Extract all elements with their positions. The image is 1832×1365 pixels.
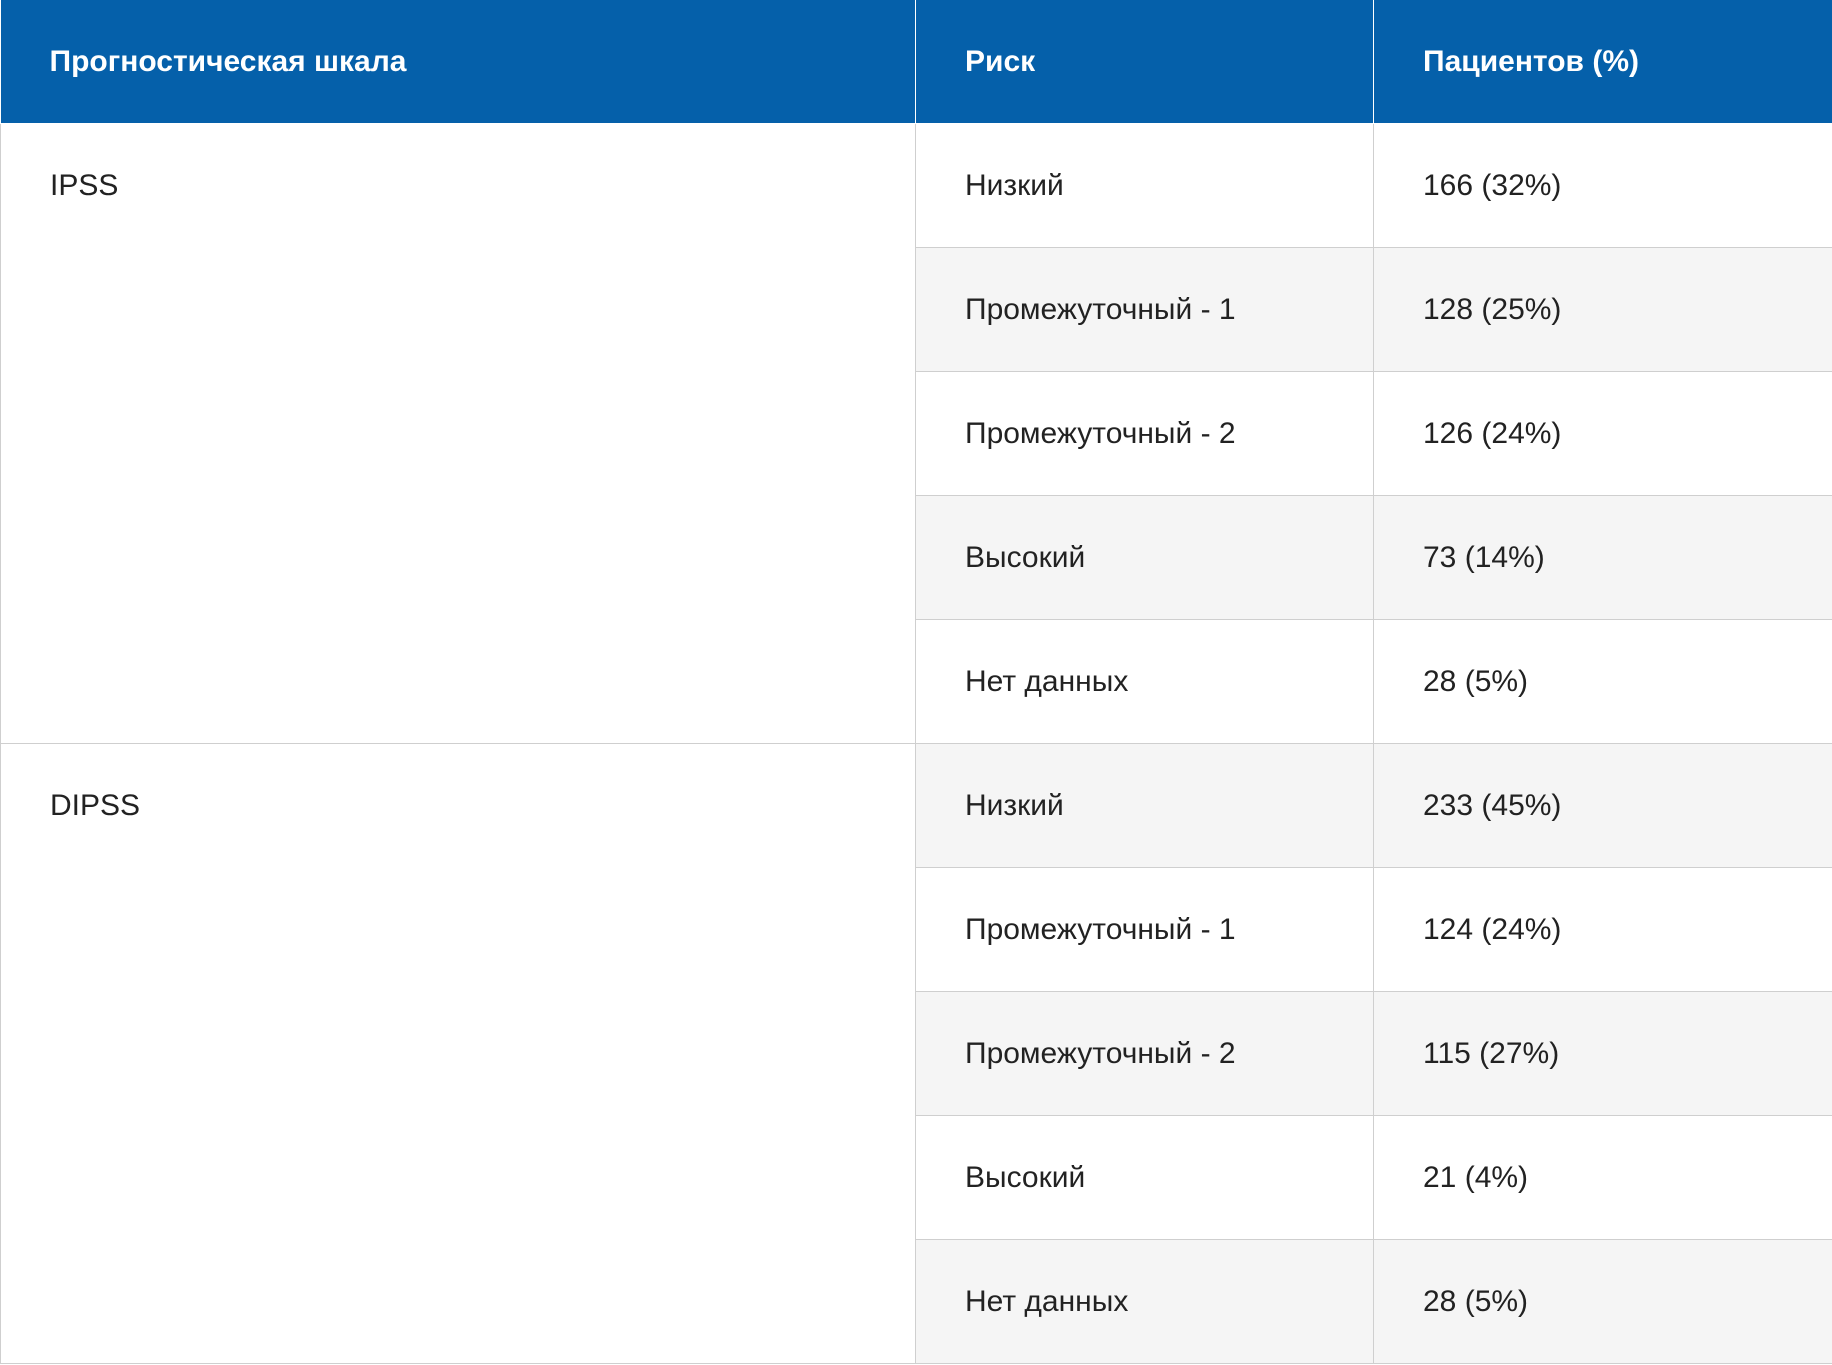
scale-cell: IPSS (0, 123, 916, 744)
scale-cell: DIPSS (0, 743, 916, 1364)
patients-cell: 124 (24%) (1373, 867, 1832, 992)
risk-cell: Нет данных (915, 619, 1374, 744)
risk-cell: Высокий (915, 495, 1374, 620)
table-row: Нет данных 28 (5%) (1, 1239, 1832, 1364)
risk-cell: Низкий (915, 743, 1374, 868)
table-body: IPSS Низкий 166 (32%) Промежуточный - 1 128 … (0, 123, 1832, 1364)
table-row: Промежуточный - 1 124 (24%) (1, 867, 1832, 992)
risk-cell: Высокий (915, 1115, 1374, 1240)
table-row: IPSS Низкий 166 (32%) (0, 123, 1832, 744)
risk-cell: Промежуточный - 1 (915, 867, 1374, 992)
patients-cell: 73 (14%) (1373, 495, 1832, 620)
patients-cell: 21 (4%) (1373, 1115, 1832, 1240)
table-row: Промежуточный - 1 128 (25%) (1, 247, 1832, 372)
table-row: Нет данных 28 (5%) (1, 619, 1832, 744)
header-cell: Прогностическая шкала (0, 0, 916, 124)
patients-cell: 233 (45%) (1373, 743, 1832, 868)
header-cell: Риск (915, 0, 1374, 124)
risk-cell: Низкий (915, 123, 1374, 248)
header-cell: Пациентов (%) (1373, 0, 1832, 124)
table-row: Промежуточный - 2 115 (27%) (1, 991, 1832, 1116)
table-row: Промежуточный - 2 126 (24%) (1, 371, 1832, 496)
patients-cell: 128 (25%) (1373, 247, 1832, 372)
risk-cell: Промежуточный - 2 (915, 371, 1374, 496)
table-row: DIPSS Низкий 233 (45%) (0, 743, 1832, 1364)
patients-cell: 166 (32%) (1373, 123, 1832, 248)
patients-cell: 28 (5%) (1373, 619, 1832, 744)
table-row: Высокий 73 (14%) (1, 495, 1832, 620)
risk-cell: Промежуточный - 2 (915, 991, 1374, 1116)
patients-cell: 28 (5%) (1373, 1239, 1832, 1364)
risk-cell: Промежуточный - 1 (915, 247, 1374, 372)
patients-cell: 126 (24%) (1373, 371, 1832, 496)
patients-cell: 115 (27%) (1373, 991, 1832, 1116)
table-row: Высокий 21 (4%) (1, 1115, 1832, 1240)
header-row: Прогностическая шкала Риск Пациентов (%) (0, 0, 1832, 124)
risk-cell: Нет данных (915, 1239, 1374, 1364)
